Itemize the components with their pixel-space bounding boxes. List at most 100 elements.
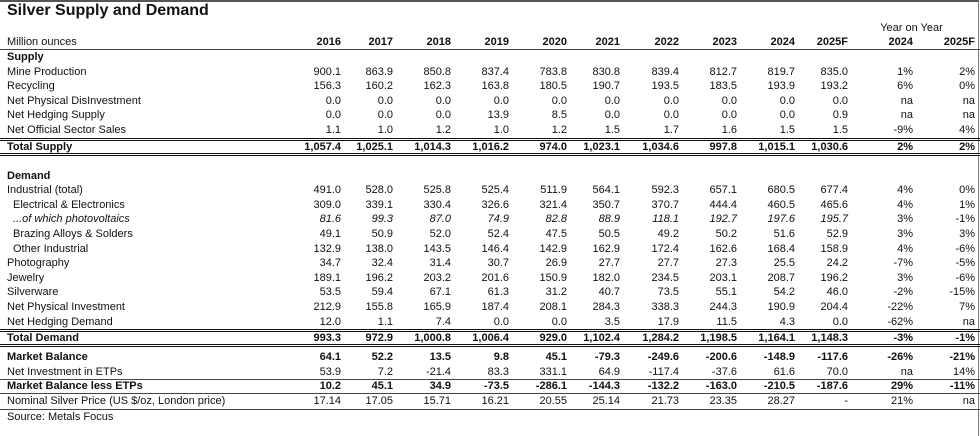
- value-cell: 208.7: [767, 271, 795, 284]
- table-row: Mine Production 900.1 863.9 850.8 837.4 783.8…: [0, 65, 980, 80]
- row-label: ...of which photovoltaics: [13, 213, 130, 226]
- value-cell: 1.1: [325, 123, 341, 136]
- yoy-cell: na: [900, 365, 913, 378]
- value-cell: 1,057.4: [304, 140, 341, 153]
- value-cell: 339.1: [365, 198, 393, 211]
- yoy-cell: 7%: [959, 300, 975, 313]
- value-cell: -21.4: [425, 365, 451, 378]
- value-cell: 193.2: [820, 80, 848, 93]
- value-cell: 929.0: [539, 332, 567, 345]
- yoy-cell: na: [900, 109, 913, 122]
- yoy-cell: -1%: [955, 213, 975, 226]
- value-cell: 0.0: [377, 94, 393, 107]
- value-cell: 1,030.6: [811, 140, 848, 153]
- value-cell: [620, 169, 679, 184]
- value-cell: 2020: [542, 36, 567, 48]
- value-cell: [737, 169, 795, 184]
- value-cell: 201.6: [481, 271, 509, 284]
- value-cell: 528.0: [365, 184, 393, 197]
- value-cell: 1.0: [377, 123, 393, 136]
- value-cell: 1,006.4: [472, 332, 509, 345]
- value-cell: 138.0: [365, 242, 393, 255]
- value-cell: 52.0: [429, 227, 451, 240]
- value-cell: 163.8: [481, 80, 509, 93]
- yoy-cell: na: [900, 94, 913, 107]
- value-cell: 193.5: [651, 80, 679, 93]
- value-cell: 491.0: [313, 184, 341, 197]
- value-cell: 53.5: [319, 286, 341, 299]
- yoy-cell: 0%: [959, 184, 975, 197]
- value-cell: 2016: [316, 36, 341, 48]
- value-cell: [509, 50, 567, 65]
- value-cell: 61.6: [773, 365, 795, 378]
- yoy-cell: [848, 50, 913, 65]
- value-cell: 525.8: [423, 184, 451, 197]
- value-cell: 172.4: [651, 242, 679, 255]
- row-label: Demand: [7, 169, 51, 182]
- yoy-cell: na: [962, 109, 975, 122]
- value-cell: 2025F: [816, 36, 848, 48]
- value-cell: 25.5: [773, 257, 795, 270]
- row-label: Other Industrial: [13, 242, 89, 255]
- value-cell: 203.2: [423, 271, 451, 284]
- value-cell: 7.2: [377, 365, 393, 378]
- yoy-cell: 14%: [952, 365, 975, 378]
- yoy-cell: -2%: [893, 286, 913, 299]
- row-label: Total Demand: [7, 332, 79, 345]
- value-cell: 284.3: [592, 300, 620, 313]
- value-cell: 0.0: [377, 109, 393, 122]
- section-heading: Supply: [0, 50, 980, 65]
- value-cell: 30.7: [487, 257, 509, 270]
- table-row: Brazing Alloys & Solders 49.1 50.9 52.0 52.4…: [0, 227, 980, 242]
- value-cell: [509, 169, 567, 184]
- yoy-cell: -1%: [955, 332, 975, 345]
- value-cell: 183.5: [709, 80, 737, 93]
- value-cell: 17.14: [313, 395, 341, 408]
- value-cell: 863.9: [365, 65, 393, 78]
- value-cell: 460.5: [767, 198, 795, 211]
- value-cell: 2018: [426, 36, 451, 48]
- year-on-year-header: Year on Year: [880, 22, 943, 34]
- yoy-cell: 2024: [888, 36, 913, 48]
- source-note: Source: Metals Focus: [0, 410, 980, 425]
- value-cell: 511.9: [540, 184, 567, 197]
- value-cell: 67.1: [429, 286, 451, 299]
- value-cell: 9.8: [493, 351, 509, 364]
- value-cell: 677.4: [820, 184, 848, 197]
- value-cell: [795, 50, 848, 65]
- yoy-cell: -9%: [893, 123, 913, 136]
- value-cell: 150.9: [539, 271, 567, 284]
- table-row: ...of which photovoltaics 81.6 99.3 87.0 74.…: [0, 212, 980, 227]
- value-cell: 168.4: [767, 242, 795, 255]
- yoy-cell: 4%: [897, 184, 913, 197]
- value-cell: [341, 50, 393, 65]
- value-cell: 197.6: [767, 213, 795, 226]
- page-title: Silver Supply and Demand: [7, 2, 209, 19]
- value-cell: 31.4: [429, 257, 451, 270]
- yoy-cell: 29%: [890, 380, 913, 393]
- value-cell: 1,102.4: [583, 332, 620, 345]
- value-cell: 34.9: [429, 380, 451, 393]
- value-cell: [620, 50, 679, 65]
- value-cell: 1.7: [663, 123, 679, 136]
- value-cell: 45.1: [545, 351, 567, 364]
- yoy-cell: 6%: [897, 80, 913, 93]
- value-cell: 321.4: [539, 198, 567, 211]
- value-cell: 0.0: [325, 94, 341, 107]
- row-label: Nominal Silver Price (US $/oz, London pr…: [7, 395, 226, 408]
- table-row: Photography 34.7 32.4 31.4 30.7 26.9 27.7 27.7 2…: [0, 256, 980, 271]
- value-cell: 444.4: [709, 198, 737, 211]
- value-cell: 1,164.1: [758, 332, 795, 345]
- value-cell: 64.9: [598, 365, 620, 378]
- value-cell: 20.55: [539, 395, 567, 408]
- row-label: Jewelry: [7, 271, 45, 284]
- value-cell: 330.4: [423, 198, 451, 211]
- row-label: Brazing Alloys & Solders: [13, 227, 133, 240]
- value-cell: [451, 50, 509, 65]
- value-cell: 1,015.1: [758, 140, 795, 153]
- value-cell: 192.7: [709, 213, 737, 226]
- value-cell: 99.3: [371, 213, 393, 226]
- yoy-cell: 2%: [959, 65, 975, 78]
- table-row: Net Hedging Demand 12.0 1.1 7.4 0.0 0.0 3.5 17.…: [0, 315, 980, 330]
- value-cell: -286.1: [535, 380, 567, 393]
